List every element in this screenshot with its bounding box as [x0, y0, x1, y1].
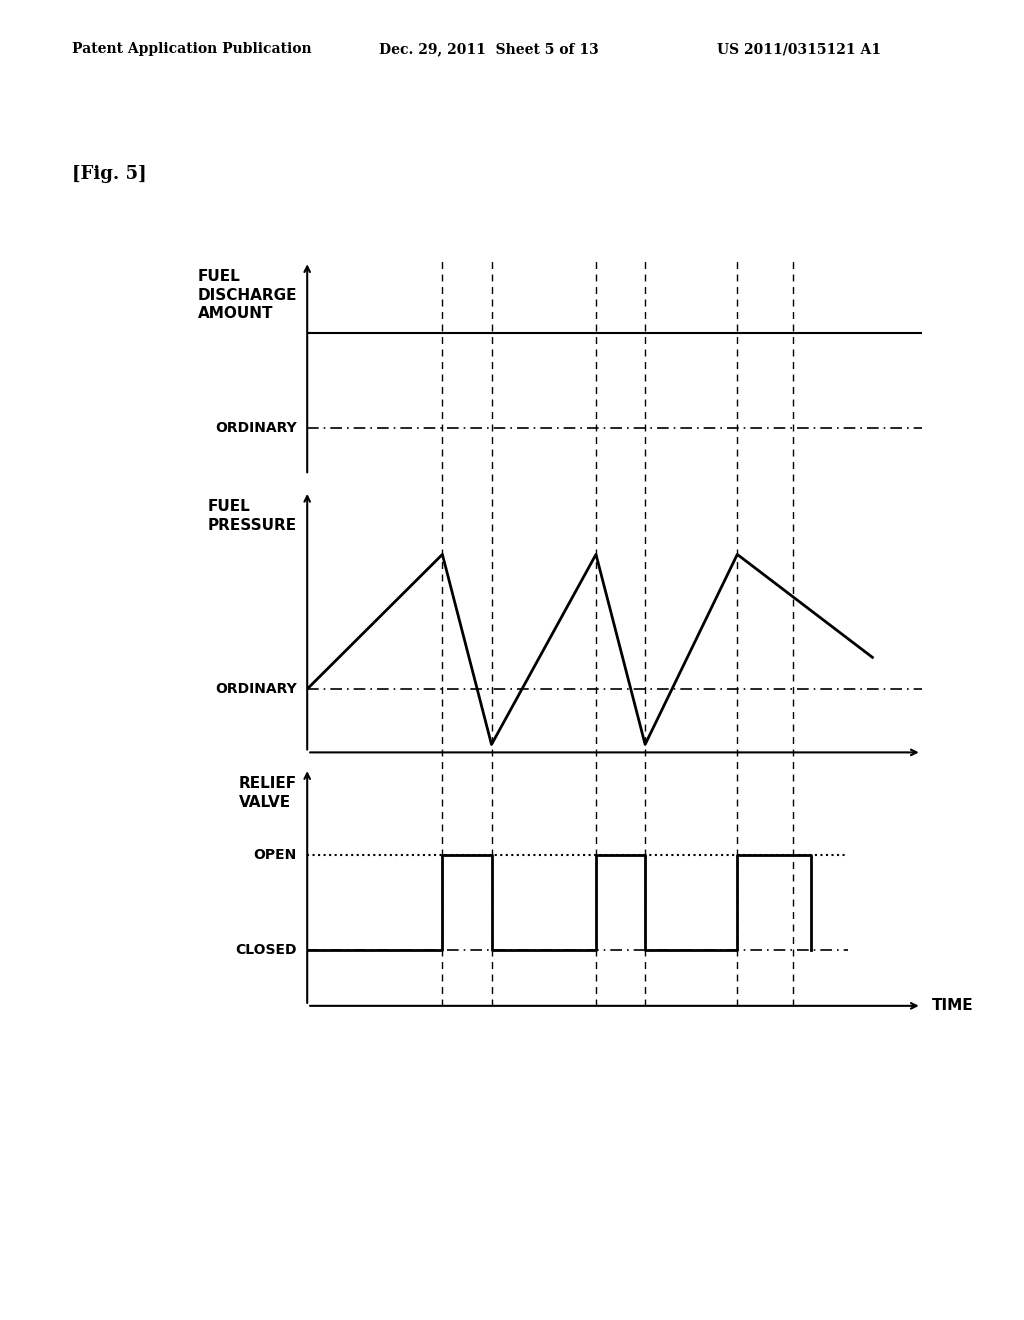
- Text: OPEN: OPEN: [254, 849, 297, 862]
- Text: Dec. 29, 2011  Sheet 5 of 13: Dec. 29, 2011 Sheet 5 of 13: [379, 42, 599, 57]
- Text: ORDINARY: ORDINARY: [215, 421, 297, 434]
- Text: [Fig. 5]: [Fig. 5]: [72, 165, 146, 183]
- Text: FUEL
PRESSURE: FUEL PRESSURE: [208, 499, 297, 532]
- Text: FUEL
DISCHARGE
AMOUNT: FUEL DISCHARGE AMOUNT: [198, 269, 297, 322]
- Text: US 2011/0315121 A1: US 2011/0315121 A1: [717, 42, 881, 57]
- Text: RELIEF
VALVE: RELIEF VALVE: [239, 776, 297, 809]
- Text: TIME: TIME: [932, 998, 974, 1014]
- Text: Patent Application Publication: Patent Application Publication: [72, 42, 311, 57]
- Text: ORDINARY: ORDINARY: [215, 682, 297, 696]
- Text: CLOSED: CLOSED: [236, 944, 297, 957]
